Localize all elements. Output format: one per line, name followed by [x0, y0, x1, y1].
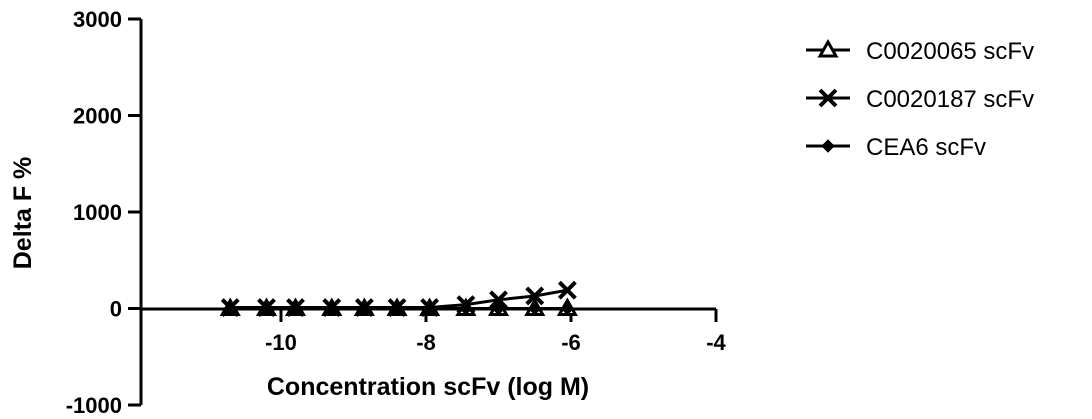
data-point: [557, 280, 577, 300]
data-point: [422, 301, 437, 316]
series-3: [223, 301, 575, 316]
legend: C0020065 scFv C0020187 scFv CEA6 scFv: [806, 38, 1034, 161]
legend-item: CEA6 scFv: [806, 134, 986, 161]
legend-item: C0020187 scFv: [806, 86, 1034, 113]
data-point: [528, 301, 542, 316]
y-tick-label: 0: [110, 297, 122, 322]
x-axis-title: Concentration scFv (log M): [267, 373, 589, 401]
y-tick-label: 3000: [73, 7, 122, 32]
legend-item: C0020065 scFv: [806, 38, 1034, 65]
plot-series: [219, 280, 578, 317]
legend-marker: [817, 38, 839, 58]
data-point: [357, 301, 372, 316]
y-axis: -1000 0 1000 2000 3000 Delta F %: [9, 7, 143, 418]
data-point: [525, 286, 545, 306]
y-tick-label: 1000: [73, 200, 122, 225]
y-tick-label: 2000: [73, 104, 122, 129]
x-tick-label: -4: [706, 330, 726, 355]
data-point: [325, 301, 339, 316]
legend-label: CEA6 scFv: [866, 134, 986, 161]
x-tick-label: -8: [416, 330, 436, 355]
y-tick-label: -1000: [66, 393, 122, 418]
data-point: [223, 301, 237, 316]
y-ticks: -1000 0 1000 2000 3000: [66, 7, 141, 418]
data-point: [390, 301, 404, 316]
legend-label: C0020187 scFv: [866, 86, 1034, 113]
data-point: [259, 301, 274, 316]
data-point: [288, 301, 303, 316]
data-point: [459, 301, 473, 316]
x-axis: -10 -8 -6 -4 Concentration scFv (log M): [141, 307, 727, 401]
data-point: [560, 301, 575, 316]
data-point: [491, 301, 506, 316]
legend-label: C0020065 scFv: [866, 38, 1034, 65]
y-axis-title: Delta F %: [9, 157, 37, 270]
x-tick-label: -10: [265, 330, 297, 355]
data-point: [489, 290, 508, 310]
legend-marker: [821, 139, 835, 153]
x-tick-label: -6: [561, 330, 581, 355]
legend-marker: [818, 88, 838, 108]
